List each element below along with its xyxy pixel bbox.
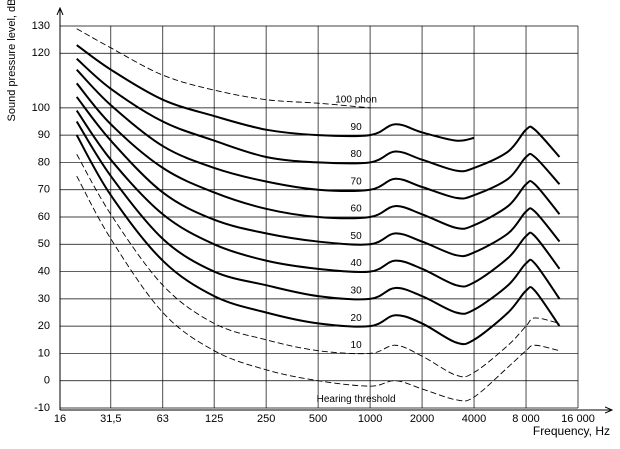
curve-label: 60 <box>351 204 363 215</box>
x-tick-label: 16 <box>54 413 66 425</box>
y-tick-label: 60 <box>38 211 50 223</box>
y-tick-label: 10 <box>38 347 50 359</box>
y-tick-label: 40 <box>38 265 50 277</box>
y-tick-label: 30 <box>38 293 50 305</box>
curve <box>75 120 561 315</box>
x-axis-label: Frequency, Hz <box>533 424 610 438</box>
y-axis-label: Sound pressure level, dB <box>6 0 18 121</box>
x-tick-label: 63 <box>157 413 169 425</box>
curve <box>76 28 371 109</box>
curve <box>76 175 560 402</box>
curve <box>75 82 561 230</box>
x-tick-label: 250 <box>257 413 275 425</box>
curve-label: 90 <box>351 122 363 133</box>
curve-label: 100 phon <box>335 94 377 105</box>
curve-label: 10 <box>351 340 363 351</box>
y-tick-label: -10 <box>34 402 50 414</box>
x-tick-label: 500 <box>309 413 327 425</box>
curve-label: 80 <box>351 149 363 160</box>
curve-label: 20 <box>351 313 363 324</box>
y-tick-label: 0 <box>44 375 50 387</box>
y-tick-label: 80 <box>38 156 50 168</box>
y-tick-label: 70 <box>38 184 50 196</box>
curve <box>75 110 561 288</box>
y-tick-label: 50 <box>38 238 50 250</box>
x-tick-label: 1000 <box>358 413 382 425</box>
x-tick-label: 8 000 <box>512 413 540 425</box>
x-tick-label: 16 000 <box>561 413 595 425</box>
curve-label: Hearing threshold <box>317 394 396 405</box>
curve <box>76 57 561 173</box>
curve <box>76 154 560 378</box>
curve-label: 50 <box>351 231 363 242</box>
y-tick-label: 130 <box>32 20 50 32</box>
x-tick-label: 125 <box>205 413 223 425</box>
curve-label: 70 <box>351 176 363 187</box>
curve <box>76 44 475 142</box>
x-tick-label: 4000 <box>462 413 486 425</box>
x-tick-label: 2000 <box>410 413 434 425</box>
curve-label: 40 <box>351 258 363 269</box>
x-tick-label: 31,5 <box>100 413 121 425</box>
curve <box>76 68 561 200</box>
y-tick-label: 100 <box>32 102 50 114</box>
y-tick-label: 20 <box>38 320 50 332</box>
curve-label: 30 <box>351 285 363 296</box>
y-tick-label: 120 <box>32 47 50 59</box>
curve <box>75 134 561 346</box>
y-tick-label: 90 <box>38 129 50 141</box>
curve <box>75 96 561 258</box>
